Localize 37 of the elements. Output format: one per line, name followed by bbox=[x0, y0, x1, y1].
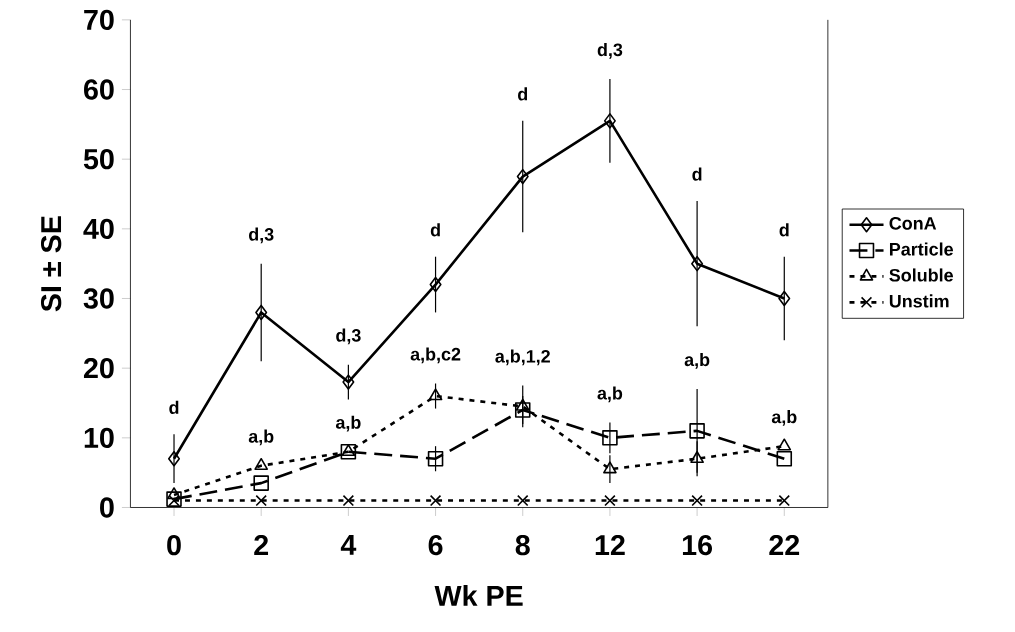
annotation: d,3 bbox=[336, 328, 361, 345]
y-tick-label: 10 bbox=[84, 427, 114, 448]
annotation: d bbox=[692, 167, 702, 181]
annotation: a,b bbox=[248, 429, 274, 446]
y-tick-label: 50 bbox=[83, 148, 114, 170]
x-axis-title: Wk PE bbox=[434, 584, 523, 606]
annotation: a,b,1,2 bbox=[495, 349, 550, 366]
annotation: a,b,c2 bbox=[410, 347, 461, 364]
annotation: d,3 bbox=[248, 227, 274, 244]
legend-label: ConA bbox=[889, 216, 937, 230]
annotation: d bbox=[518, 87, 528, 101]
y-tick-label: 70 bbox=[84, 9, 114, 30]
y-tick-label: 40 bbox=[83, 218, 114, 239]
annotation: a,b bbox=[684, 352, 710, 369]
y-axis-title: SI ± SE bbox=[40, 216, 62, 312]
annotation: a,b bbox=[771, 409, 797, 426]
x-tick-label: 2 bbox=[254, 534, 269, 555]
legend-label: Unstim bbox=[889, 294, 949, 308]
annotation: a,b bbox=[597, 386, 623, 403]
x-tick-label: 12 bbox=[595, 534, 625, 555]
legend-label: Particle bbox=[889, 242, 954, 256]
x-tick-label: 8 bbox=[515, 534, 530, 556]
y-tick-label: 20 bbox=[83, 357, 114, 379]
x-tick-label: 16 bbox=[682, 534, 712, 556]
x-tick-label: 0 bbox=[167, 534, 181, 556]
x-tick-label: 22 bbox=[769, 534, 800, 555]
x-tick-label: 4 bbox=[340, 534, 357, 555]
legend-label: Soluble bbox=[889, 268, 953, 282]
y-tick-label: 0 bbox=[100, 497, 114, 518]
annotation: d bbox=[430, 223, 440, 237]
annotation: d bbox=[779, 223, 789, 237]
annotation: a,b bbox=[335, 415, 361, 432]
y-tick-label: 60 bbox=[84, 79, 114, 100]
annotation: d,3 bbox=[597, 42, 623, 59]
annotation: d bbox=[169, 400, 179, 414]
y-tick-label: 30 bbox=[83, 288, 114, 309]
x-tick-label: 6 bbox=[428, 534, 443, 556]
